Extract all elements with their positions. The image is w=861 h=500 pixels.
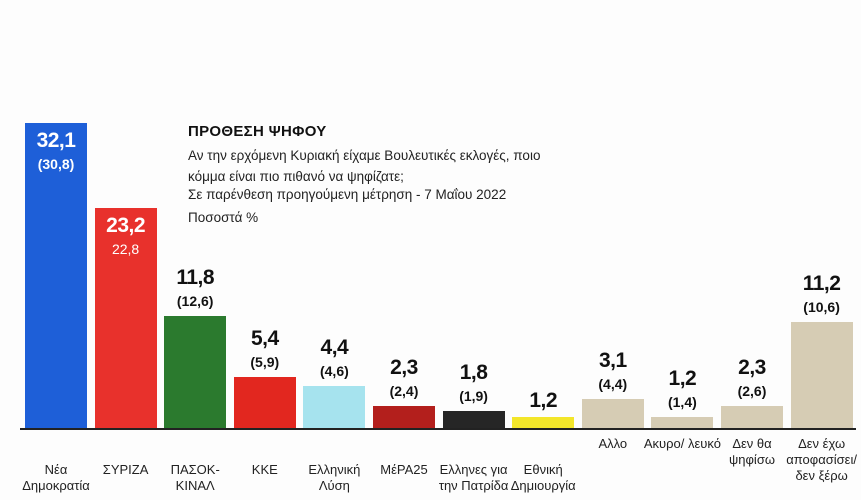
value-label: 11,2: [802, 271, 841, 295]
chart-subtitle: Αν την ερχόμενη Κυριακή είχαμε Βουλευτικ…: [188, 148, 541, 184]
bar: [94, 207, 157, 428]
x-tick-label: ΚΚΕ: [251, 462, 278, 477]
x-tick-label: Δεν έχω αποφασίσει/ δεν ξέρω: [786, 436, 857, 483]
bar: [442, 410, 505, 428]
previous-value-label: (2,4): [389, 383, 419, 400]
previous-value-label: (1,9): [459, 387, 488, 404]
value-label: 3,1: [598, 348, 627, 372]
baseline: [20, 428, 856, 430]
x-tick-label: ΜέΡΑ25: [380, 462, 428, 477]
bar: [25, 123, 87, 428]
previous-value-label: (1,4): [667, 393, 697, 410]
previous-value-label: (10,6): [803, 298, 840, 315]
bar: [233, 376, 296, 428]
x-tick-label: Ακυρο/ λευκό: [643, 436, 721, 451]
x-tick-label: Εθνική Δημιουργία: [510, 462, 576, 493]
value-label: 1,2: [668, 366, 697, 390]
value-label: 4,4: [320, 336, 349, 360]
x-tick-label: Νέα Δημοκρατία: [22, 462, 90, 493]
chart-title: ΠΡΟΘΕΣΗ ΨΗΦΟΥ: [188, 123, 327, 140]
value-label: 23,2: [106, 213, 146, 237]
unit-label: Ποσοστά %: [188, 210, 259, 225]
x-tick-label: ΣΥΡΙΖΑ: [102, 462, 149, 477]
previous-value-label: (12,6): [176, 292, 214, 309]
value-label: 2,3: [738, 356, 766, 380]
previous-value-label: (5,9): [250, 353, 280, 370]
bar: [721, 406, 783, 428]
value-label: 1,2: [529, 388, 558, 412]
chart-note: Σε παρένθεση προηγούμενη μέτρηση - 7 Μαΐ…: [188, 187, 507, 202]
previous-value-label: 22,8: [111, 240, 140, 257]
value-label: 2,3: [390, 356, 418, 380]
previous-value-label: (4,6): [319, 363, 349, 380]
bar: [651, 416, 714, 428]
x-tick-label: Ελληνική Λύση: [308, 462, 361, 493]
value-label: 1,8: [459, 360, 488, 384]
value-label: 5,4: [250, 326, 279, 350]
bar: [164, 315, 227, 428]
previous-value-label: (4,4): [598, 375, 628, 392]
x-tick-label: Ελληνες για την Πατρίδα: [438, 462, 509, 493]
value-label: 11,8: [176, 265, 215, 289]
x-tick-label: ΠΑΣΟΚ-ΚΙΝΑΛ: [170, 462, 220, 493]
bar: [303, 386, 366, 428]
bar: [373, 406, 435, 428]
bar: [790, 321, 853, 428]
value-label: 32,1: [36, 129, 76, 153]
x-tick-label: Δεν θα ψηφίσω: [729, 436, 775, 467]
previous-value-label: (2,6): [737, 383, 767, 400]
previous-value-label: (30,8): [37, 156, 75, 173]
bar: [581, 398, 644, 428]
bar: [512, 416, 575, 428]
x-tick-label: Αλλο: [598, 436, 628, 451]
